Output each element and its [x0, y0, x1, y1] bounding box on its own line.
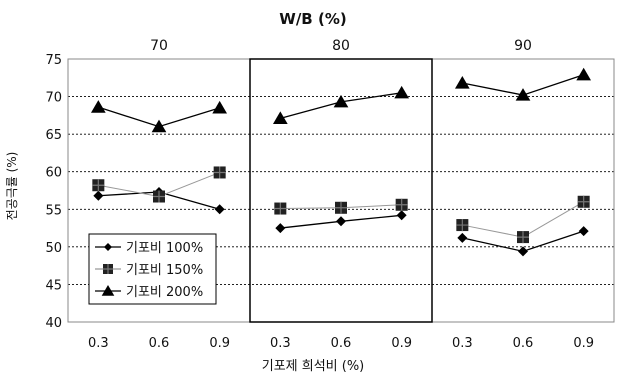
data-point-triangle — [394, 85, 410, 99]
data-point-square — [274, 202, 287, 215]
x-tick-label: 0.6 — [513, 336, 534, 351]
y-tick-label: 75 — [45, 53, 62, 68]
data-point-triangle — [90, 100, 106, 113]
highlight-box — [249, 58, 433, 323]
x-tick-label: 0.3 — [452, 336, 473, 351]
data-point-diamond — [396, 210, 407, 221]
data-point-square — [577, 195, 590, 208]
y-tick-label: 70 — [45, 91, 62, 106]
data-point-diamond — [214, 204, 225, 215]
legend: 기포비 100% 기포비 150% 기포비 200% — [88, 233, 217, 305]
data-point-triangle — [576, 67, 592, 81]
data-point-triangle — [272, 111, 288, 124]
data-point-diamond — [275, 223, 286, 234]
y-tick-label: 45 — [45, 278, 62, 293]
data-point-square — [456, 219, 469, 232]
x-tick-label: 0.6 — [149, 336, 170, 351]
group-label: 70 — [150, 38, 168, 54]
data-point-diamond — [457, 232, 468, 243]
legend-marker-triangle — [101, 285, 115, 296]
y-tick-label: 60 — [45, 166, 62, 181]
y-axis-label: 전공극률 (%) — [5, 152, 19, 221]
data-point-diamond — [336, 216, 346, 227]
data-point-square — [153, 190, 165, 203]
group-label: 90 — [514, 38, 532, 54]
data-point-square — [335, 201, 347, 214]
data-point-triangle — [515, 88, 531, 101]
legend-entry: 기포비 100% — [126, 241, 203, 256]
group-label: 80 — [332, 38, 350, 54]
y-tick-label: 55 — [45, 203, 62, 218]
x-tick-label: 0.6 — [331, 336, 352, 351]
x-tick-label: 0.9 — [209, 336, 230, 351]
chart-title: W/B (%) — [279, 10, 346, 28]
x-tick-label: 0.3 — [270, 336, 291, 351]
y-tick-label: 65 — [45, 128, 62, 143]
legend-marker-diamond — [104, 243, 112, 251]
data-point-square — [395, 198, 408, 211]
legend-entry: 기포비 150% — [126, 263, 203, 278]
legend-marker-square — [103, 264, 113, 274]
y-tick-label: 50 — [45, 241, 62, 256]
plot-area: 40 45 50 55 60 65 70 75 70 0.3 0.6 0.9 80 0.3 0.6 0.9 90… — [45, 38, 615, 351]
data-point-triangle — [454, 76, 470, 89]
data-point-diamond — [518, 246, 528, 257]
legend-entry: 기포비 200% — [126, 285, 203, 300]
x-tick-label: 0.9 — [573, 336, 594, 351]
y-tick-label: 40 — [45, 316, 62, 331]
x-axis-label: 기포제 희석비 (%) — [262, 359, 365, 373]
data-point-diamond — [578, 226, 589, 237]
data-point-triangle — [333, 94, 349, 108]
x-tick-label: 0.9 — [391, 336, 412, 351]
data-point-triangle — [212, 100, 228, 114]
data-point-square — [517, 231, 529, 244]
data-point-square — [213, 166, 226, 179]
data-point-triangle — [151, 119, 167, 133]
data-point-diamond — [93, 190, 104, 201]
x-tick-label: 0.3 — [88, 336, 109, 351]
data-point-square — [92, 179, 105, 192]
